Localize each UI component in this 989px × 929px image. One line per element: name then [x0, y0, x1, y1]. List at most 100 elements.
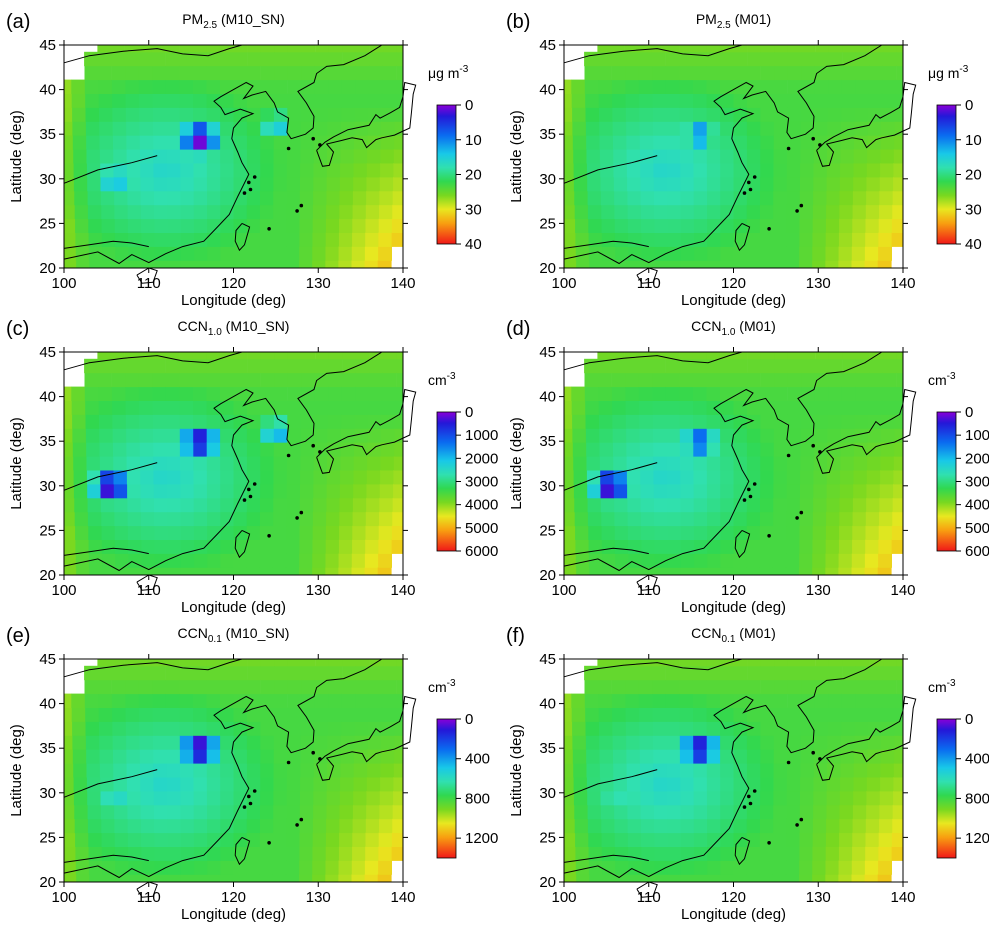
heatmap-cell	[192, 659, 207, 667]
heatmap-cell	[300, 428, 315, 443]
heatmap-cell	[315, 352, 330, 360]
heatmap-cell	[693, 832, 708, 847]
heatmap-cell	[679, 51, 694, 67]
heatmap-cell	[260, 65, 275, 81]
heatmap-cell	[286, 846, 301, 861]
panel-title: PM2.5 (M01)	[696, 11, 771, 31]
heatmap-cell	[233, 874, 248, 882]
heatmap-cell	[733, 874, 748, 882]
heatmap-cell	[365, 818, 380, 834]
heatmap-cell	[774, 352, 789, 360]
heatmap-cell	[154, 567, 169, 575]
heatmap-cell	[260, 121, 275, 136]
heatmap-cell	[639, 400, 653, 415]
heatmap-cell	[881, 428, 895, 443]
heatmap-cell	[613, 777, 628, 792]
heatmap-cell	[285, 567, 300, 575]
heatmap-cell	[640, 790, 655, 806]
heatmap-cell	[881, 721, 896, 736]
heatmap-cell	[340, 163, 354, 178]
heatmap-cell	[286, 790, 301, 806]
heatmap-cell	[825, 539, 840, 554]
island-mark	[247, 794, 251, 799]
heatmap-cell	[220, 735, 234, 750]
heatmap-cell	[733, 428, 748, 443]
heatmap-cell	[707, 204, 721, 220]
colorbar-unit: μg m-3	[428, 64, 469, 81]
x-tick-label: 130	[806, 582, 831, 599]
heatmap-cell	[72, 442, 87, 457]
heatmap-cell	[599, 135, 614, 150]
heatmap-cell	[128, 246, 143, 261]
heatmap-cell	[746, 790, 761, 806]
heatmap-cell	[667, 790, 681, 806]
heatmap-cell	[720, 176, 735, 192]
heatmap-cell	[855, 65, 870, 81]
heatmap-cell	[246, 567, 261, 575]
island-mark	[252, 789, 257, 793]
heatmap-cell	[273, 176, 288, 192]
heatmap-cell	[272, 860, 287, 875]
heatmap-cell	[394, 735, 403, 750]
heatmap-cell	[881, 107, 896, 122]
title-main: CCN	[178, 625, 208, 641]
heatmap-cell	[327, 721, 342, 736]
colorbar-tick-label: 4000	[465, 497, 498, 514]
heatmap-cell	[112, 735, 127, 750]
heatmap-cell	[207, 232, 222, 247]
heatmap-cell	[128, 860, 143, 875]
heatmap-cell	[111, 45, 125, 53]
heatmap-cell	[111, 693, 126, 708]
heatmap-cell	[773, 428, 788, 443]
heatmap-cell	[312, 511, 327, 527]
x-tick-label: 130	[306, 889, 331, 906]
heatmap-cell	[612, 721, 627, 736]
heatmap-cell	[153, 121, 167, 136]
heatmap-cell	[665, 679, 680, 695]
heatmap-cell	[167, 525, 182, 540]
heatmap-cell	[601, 204, 616, 220]
heatmap-cell	[814, 386, 829, 401]
heatmap-cell	[894, 414, 903, 429]
heatmap-cell	[378, 525, 393, 540]
heatmap-cell	[640, 176, 655, 192]
heatmap-cell	[866, 804, 881, 820]
heatmap-cell	[246, 790, 261, 806]
heatmap-cell	[801, 659, 816, 667]
heatmap-cell	[733, 352, 748, 360]
heatmap-cell	[760, 693, 775, 708]
heatmap-cell	[599, 456, 614, 471]
heatmap-cell	[896, 65, 903, 81]
heatmap-cell	[352, 832, 367, 847]
heatmap-cell	[733, 65, 748, 81]
heatmap-cell	[760, 735, 775, 750]
heatmap-cell	[180, 777, 195, 792]
colorbar-tick-label: 20	[465, 167, 482, 184]
heatmap-cell	[760, 176, 774, 192]
heatmap-cell	[382, 65, 397, 81]
heatmap-cell	[247, 679, 261, 695]
heatmap-cell	[564, 107, 573, 122]
heatmap-cell	[152, 707, 167, 722]
heatmap-cell	[575, 232, 590, 247]
heatmap-cell	[127, 832, 142, 847]
heatmap-cell	[800, 777, 814, 792]
heatmap-cell	[720, 456, 734, 471]
heatmap-cell	[654, 218, 669, 233]
heatmap-cell	[653, 428, 667, 443]
heatmap-cell	[759, 260, 774, 268]
heatmap-cell	[760, 497, 774, 513]
heatmap-cell	[759, 860, 774, 875]
heatmap-cell	[127, 483, 141, 499]
heatmap-cell	[273, 204, 288, 220]
heatmap-cell	[772, 553, 787, 568]
heatmap-cell	[140, 818, 155, 834]
heatmap-cell	[720, 442, 734, 457]
heatmap-cell	[179, 372, 194, 388]
heatmap-cell	[641, 539, 656, 554]
heatmap-cell	[380, 135, 395, 150]
heatmap-cell	[315, 665, 329, 681]
heatmap-cell	[114, 218, 129, 233]
heatmap-cell	[220, 190, 235, 206]
heatmap-cell	[733, 539, 748, 554]
